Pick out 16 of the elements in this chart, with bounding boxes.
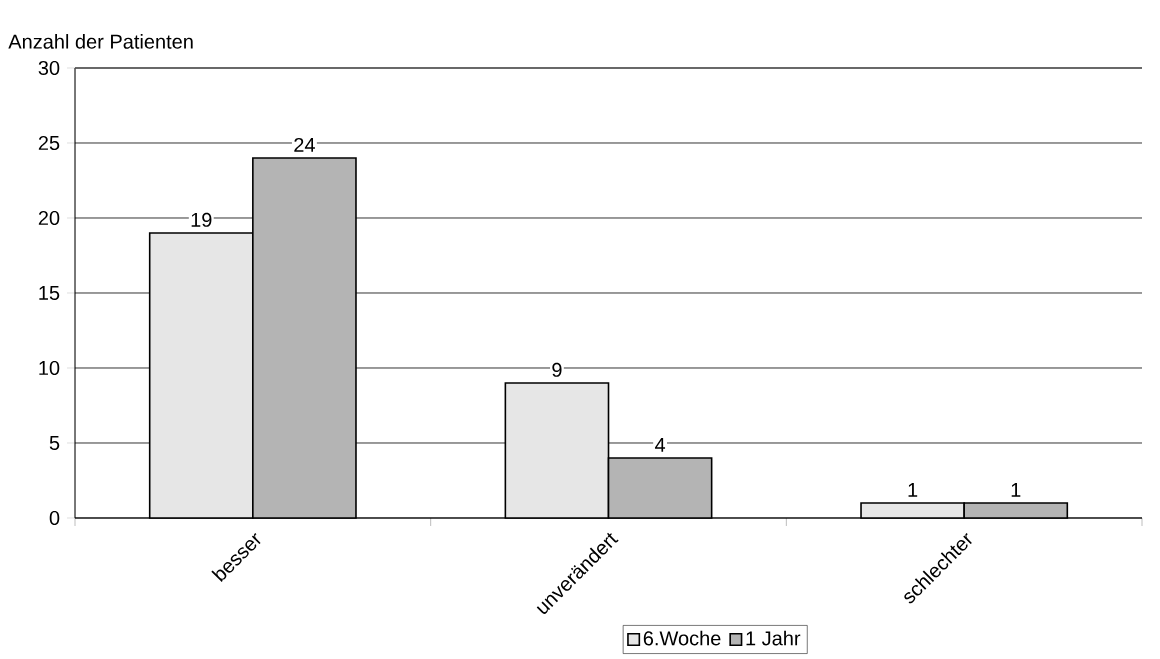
y-tick-label: 30 [38, 60, 60, 76]
legend-label: 6.Woche [643, 630, 721, 646]
data-label: 19 [191, 212, 212, 227]
legend-label: 1 Jahr [746, 630, 801, 646]
y-axis-title: Anzahl der Patienten [8, 34, 193, 49]
data-label: 9 [552, 362, 562, 377]
data-label: 1 [908, 483, 918, 497]
data-label: 4 [654, 438, 666, 452]
y-tick-label: 25 [38, 135, 60, 151]
y-tick-label: 10 [39, 360, 60, 376]
y-tick-label: 0 [49, 510, 60, 526]
y-tick-label: 20 [38, 210, 60, 226]
y-tick-label: 15 [39, 286, 60, 300]
y-tick-label: 5 [49, 436, 60, 450]
data-label: 24 [294, 137, 315, 152]
data-label: 1 [1011, 483, 1021, 497]
